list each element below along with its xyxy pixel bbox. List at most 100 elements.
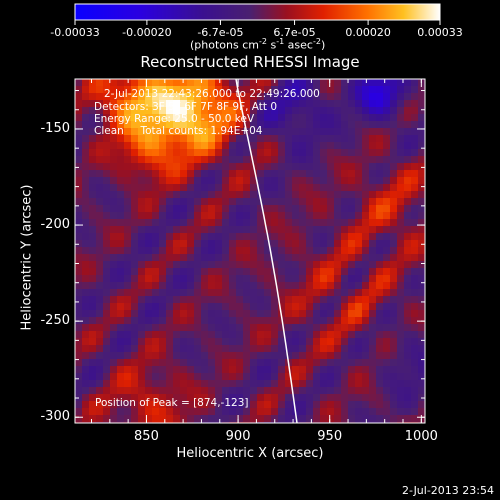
heatmap-cell (166, 79, 174, 87)
heatmap-cell (180, 219, 188, 227)
heatmap-cell (96, 415, 104, 423)
heatmap-cell (376, 247, 384, 255)
heatmap-cell (348, 401, 356, 409)
heatmap-cell (376, 394, 384, 402)
heatmap-cell (383, 107, 391, 115)
heatmap-cell (313, 107, 321, 115)
heatmap-cell (383, 219, 391, 227)
heatmap-cell (355, 268, 363, 276)
heatmap-cell (152, 135, 160, 143)
heatmap-cell (180, 121, 188, 129)
heatmap-cell (348, 289, 356, 297)
heatmap-cell (362, 184, 370, 192)
heatmap-cell (222, 268, 230, 276)
heatmap-cell (299, 163, 307, 171)
heatmap-cell (341, 387, 349, 395)
heatmap-cell (271, 135, 279, 143)
heatmap-cell (173, 93, 181, 101)
heatmap-cell (369, 205, 377, 213)
heatmap-cell (82, 303, 90, 311)
heatmap-cell (278, 121, 286, 129)
heatmap-cell (138, 310, 146, 318)
heatmap-cell (75, 219, 83, 227)
y-axis-label: Heliocentric Y (arcsec) (19, 184, 35, 331)
heatmap-cell (376, 380, 384, 388)
heatmap-cell (250, 191, 258, 199)
solar-limb-curve (235, 78, 298, 424)
heatmap-cell (145, 261, 153, 269)
heatmap-cell (292, 296, 300, 304)
axis-ticks (75, 79, 425, 423)
heatmap-cell (187, 121, 195, 129)
heatmap-cell (334, 156, 342, 164)
unit-part: s (266, 38, 277, 52)
heatmap-cell (376, 303, 384, 311)
heatmap-cell (166, 107, 174, 115)
heatmap-cell (285, 408, 293, 416)
heatmap-cell (229, 135, 237, 143)
heatmap-cell (145, 93, 153, 101)
heatmap-cell (117, 387, 125, 395)
heatmap-cell (355, 303, 363, 311)
heatmap-cell (348, 387, 356, 395)
heatmap-cell (341, 93, 349, 101)
heatmap-cell (236, 345, 244, 353)
heatmap-cell (187, 212, 195, 220)
heatmap-cell (397, 261, 405, 269)
heatmap-cell (348, 408, 356, 416)
heatmap-cell (299, 261, 307, 269)
heatmap-cell (376, 205, 384, 213)
heatmap-cell (215, 205, 223, 213)
heatmap-cell (159, 142, 167, 150)
heatmap-cell (334, 352, 342, 360)
heatmap-cell (390, 163, 398, 171)
heatmap-cell (292, 135, 300, 143)
heatmap-cell (285, 212, 293, 220)
heatmap-cell (306, 128, 314, 136)
heatmap-cell (96, 142, 104, 150)
heatmap-cell (152, 401, 160, 409)
heatmap-cell (145, 247, 153, 255)
heatmap-cell (173, 303, 181, 311)
heatmap-cell (285, 282, 293, 290)
heatmap-cell (369, 93, 377, 101)
heatmap-cell (334, 310, 342, 318)
heatmap-cell (264, 408, 272, 416)
heatmap-cell (124, 184, 132, 192)
heatmap-cell (82, 184, 90, 192)
heatmap-cell (390, 345, 398, 353)
heatmap-cell (341, 359, 349, 367)
heatmap-cell (117, 394, 125, 402)
heatmap-cell (222, 107, 230, 115)
heatmap-cell (89, 170, 97, 178)
heatmap-cell (250, 198, 258, 206)
heatmap-cell (152, 415, 160, 423)
heatmap-cell (152, 156, 160, 164)
heatmap-cell (250, 226, 258, 234)
heatmap-cell (341, 240, 349, 248)
heatmap-cell (145, 184, 153, 192)
heatmap-cell (313, 240, 321, 248)
heatmap-cell (292, 107, 300, 115)
heatmap-cell (313, 226, 321, 234)
heatmap-cell (201, 366, 209, 374)
heatmap-cell (278, 233, 286, 241)
heatmap-cell (110, 338, 118, 346)
heatmap-cell (404, 387, 412, 395)
heatmap-cell (390, 394, 398, 402)
heatmap-cell (397, 184, 405, 192)
heatmap-cell (369, 135, 377, 143)
heatmap-cell (418, 107, 425, 115)
heatmap-cell (376, 282, 384, 290)
heatmap-cell (124, 212, 132, 220)
heatmap-cell (334, 359, 342, 367)
heatmap-cell (152, 240, 160, 248)
heatmap-cell (341, 114, 349, 122)
heatmap-cell (110, 254, 118, 262)
heatmap-cell (222, 282, 230, 290)
heatmap-cell (306, 373, 314, 381)
heatmap-cell (257, 275, 265, 283)
heatmap-cell (278, 212, 286, 220)
heatmap-cell (411, 261, 419, 269)
heatmap-cell (222, 177, 230, 185)
